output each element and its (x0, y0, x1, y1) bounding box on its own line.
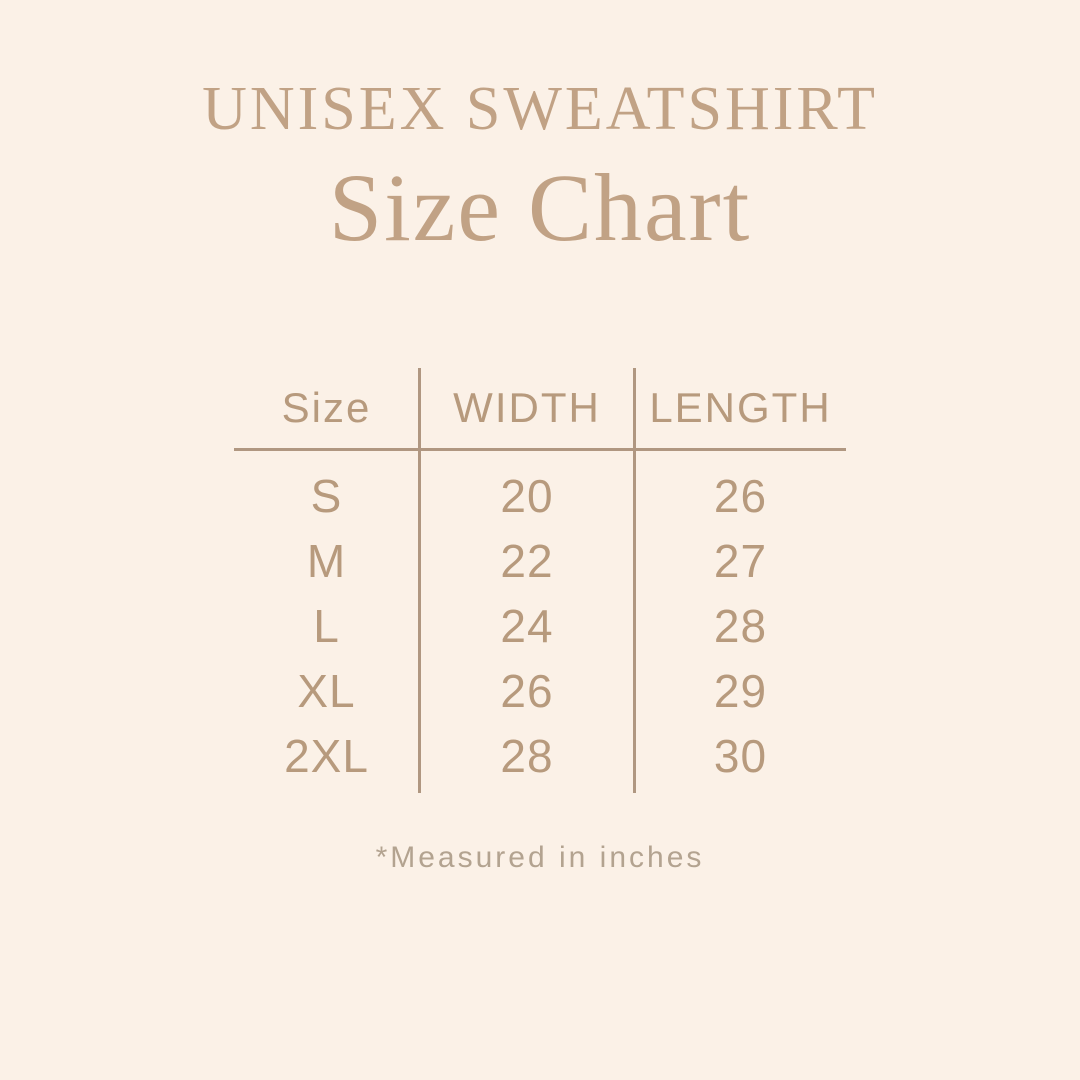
table-cell-width: 24 (500, 599, 554, 652)
table-cell-length: 27 (713, 534, 768, 587)
column-header-width: WIDTH (453, 384, 601, 431)
table-cell-width: 20 (500, 469, 554, 522)
table-cell-width: 26 (500, 664, 554, 717)
page-subtitle: Size Chart (328, 154, 752, 261)
table-cell-length: 29 (713, 664, 768, 717)
page-header: UNISEX SWEATSHIRT Size Chart (0, 0, 1080, 256)
table-cell-size: S (310, 469, 343, 522)
table-cell-size: L (313, 599, 340, 652)
column-header-length: LENGTH (649, 384, 832, 431)
table-cell-size: XL (297, 664, 356, 717)
table-header-rule (234, 448, 846, 451)
table-cell-length: 26 (713, 469, 768, 522)
table-cell-length: 30 (713, 729, 768, 782)
table-header-row: Size WIDTH LENGTH (234, 368, 846, 448)
table-body: S 20 26 M 22 27 L 24 28 XL 26 29 2XL 28 … (234, 448, 846, 788)
page-title: UNISEX SWEATSHIRT (202, 75, 878, 143)
measurement-footnote: *Measured in inches (375, 841, 705, 874)
column-header-size: Size (281, 384, 372, 431)
table-vertical-divider-1 (418, 368, 421, 793)
table-vertical-divider-2 (633, 368, 636, 793)
table-cell-size: 2XL (284, 729, 369, 782)
table-cell-size: M (306, 534, 347, 587)
size-table: Size WIDTH LENGTH S 20 26 M 22 27 L 24 2… (234, 368, 846, 793)
table-cell-width: 22 (500, 534, 554, 587)
table-cell-width: 28 (500, 729, 554, 782)
table-cell-length: 28 (713, 599, 768, 652)
